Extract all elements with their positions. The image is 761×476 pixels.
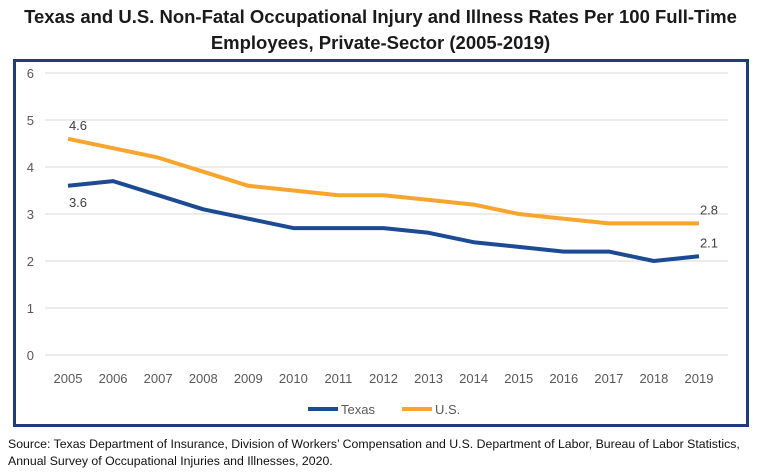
- source-note: Source: Texas Department of Insurance, D…: [8, 437, 740, 468]
- x-tick-label: 2017: [594, 371, 623, 386]
- x-tick-label: 2018: [639, 371, 668, 386]
- chart-frame: [13, 59, 749, 427]
- chart-title-line-1: Texas and U.S. Non-Fatal Occupational In…: [24, 6, 737, 27]
- x-tick-label: 2016: [549, 371, 578, 386]
- x-tick-label: 2015: [504, 371, 533, 386]
- x-tick-label: 2014: [459, 371, 488, 386]
- y-tick-label: 4: [27, 160, 34, 175]
- data-label: 2.1: [700, 235, 718, 250]
- x-tick-label: 2006: [99, 371, 128, 386]
- y-tick-label: 5: [27, 113, 34, 128]
- data-label: 2.8: [700, 202, 718, 217]
- chart-title: Texas and U.S. Non-Fatal Occupational In…: [0, 4, 761, 56]
- chart-title-line-2: Employees, Private-Sector (2005-2019): [210, 32, 551, 53]
- x-tick-label: 2009: [234, 371, 263, 386]
- x-tick-label: 2013: [414, 371, 443, 386]
- legend-label: U.S.: [435, 402, 460, 417]
- y-tick-label: 3: [27, 207, 34, 222]
- y-tick-label: 6: [27, 66, 34, 81]
- x-tick-label: 2011: [324, 371, 352, 386]
- x-tick-label: 2005: [54, 371, 83, 386]
- x-tick-label: 2008: [189, 371, 218, 386]
- x-tick-label: 2010: [279, 371, 308, 386]
- x-tick-label: 2012: [369, 371, 398, 386]
- data-label: 3.6: [69, 195, 87, 210]
- x-tick-label: 2019: [685, 371, 714, 386]
- legend-label: Texas: [341, 402, 375, 417]
- y-tick-label: 2: [27, 254, 34, 269]
- data-label: 4.6: [69, 118, 87, 133]
- x-tick-label: 2007: [144, 371, 173, 386]
- series-line-us: [67, 136, 699, 226]
- y-tick-label: 1: [27, 301, 34, 316]
- y-tick-label: 0: [27, 348, 34, 363]
